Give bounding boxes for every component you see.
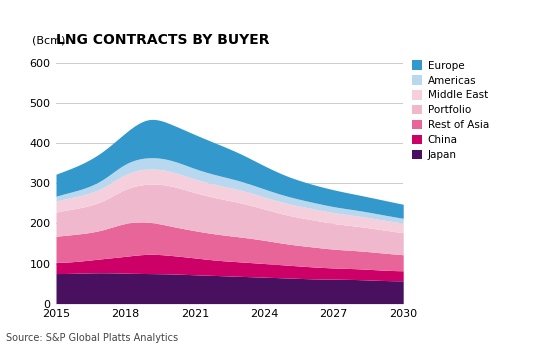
Text: Source: S&P Global Platts Analytics: Source: S&P Global Platts Analytics xyxy=(6,333,178,343)
Text: LNG CONTRACTS BY BUYER: LNG CONTRACTS BY BUYER xyxy=(56,33,269,47)
Text: (Bcm): (Bcm) xyxy=(32,35,65,45)
Legend: Europe, Americas, Middle East, Portfolio, Rest of Asia, China, Japan: Europe, Americas, Middle East, Portfolio… xyxy=(412,60,489,160)
